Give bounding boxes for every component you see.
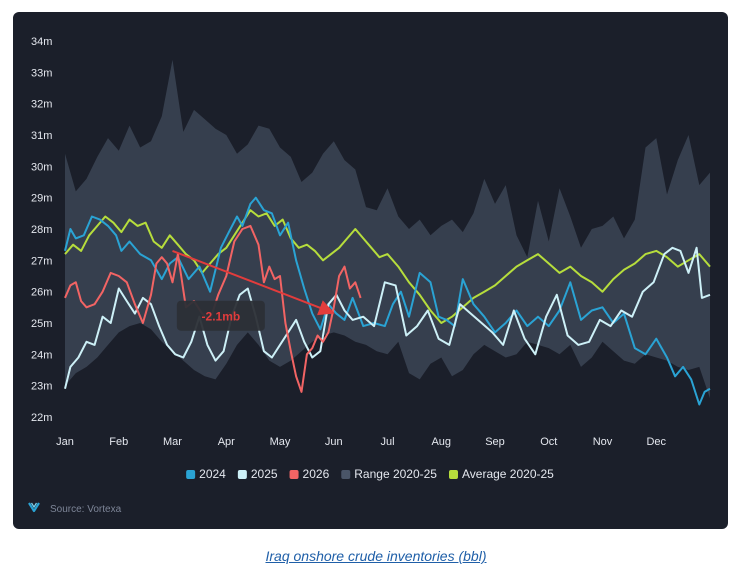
x-tick-label: Oct (540, 436, 557, 448)
series-line-average-2020-25 (64, 209, 711, 324)
legend-item-2026[interactable]: 2026 (289, 467, 330, 481)
y-tick-label: 23m (31, 381, 52, 393)
x-axis: Jan Feb Mar Apr May Jun Jul Aug Sep Oct Nov Dec (56, 436, 666, 448)
legend-item-range-2020-25[interactable]: Range 2020-25 (341, 467, 437, 481)
y-axis: 22m 23m 24m 25m 26m 27m 28m 29m 30m 31m 32m 33m 34m (31, 36, 52, 424)
lines-layer (64, 196, 711, 406)
annotation-box (176, 300, 265, 331)
source-note: Source: Vortexa (28, 502, 122, 515)
x-tick-label: Apr (218, 436, 235, 448)
y-tick-label: 34m (31, 36, 52, 48)
x-tick-label: Feb (109, 436, 128, 448)
series-line-2026 (64, 224, 362, 393)
source-text: Source: Vortexa (50, 504, 122, 515)
legend-item-average-2020-25[interactable]: Average 2020-25 (448, 467, 554, 481)
annotation-arrow (172, 250, 335, 316)
range-layer (65, 59, 710, 399)
chart-caption-link[interactable]: Iraq onshore crude inventories (bbl) (265, 548, 487, 564)
vortexa-logo-icon (28, 502, 40, 513)
legend-label: Average 2020-25 (462, 467, 554, 481)
annotation-layer: -2.1mb (172, 250, 335, 331)
x-tick-label: Jul (380, 436, 394, 448)
x-tick-label: Mar (163, 436, 182, 448)
y-tick-label: 29m (31, 193, 52, 205)
y-tick-label: 31m (31, 130, 52, 142)
legend-item-2024[interactable]: 2024 (186, 467, 226, 481)
y-tick-label: 32m (31, 99, 52, 111)
x-tick-label: May (270, 436, 291, 448)
y-tick-label: 27m (31, 255, 52, 267)
series-line-2024 (64, 196, 711, 406)
y-tick-label: 25m (31, 318, 52, 330)
x-tick-label: Jun (325, 436, 343, 448)
legend-swatch (186, 470, 196, 479)
legend: 2024 2025 2026 Range 2020-25 Average 2020-25 (186, 467, 554, 481)
range-band (65, 59, 710, 399)
legend-label: Range 2020-25 (354, 467, 437, 481)
x-tick-label: Dec (646, 436, 666, 448)
x-tick-label: Sep (485, 436, 505, 448)
legend-label: 2025 (251, 467, 278, 481)
legend-label: 2024 (199, 467, 226, 481)
x-tick-label: Nov (593, 436, 613, 448)
y-tick-label: 33m (31, 67, 52, 79)
legend-label: 2026 (303, 467, 330, 481)
y-tick-label: 28m (31, 224, 52, 236)
legend-swatch (448, 470, 458, 479)
x-tick-label: Aug (431, 436, 451, 448)
chart-card: 22m 23m 24m 25m 26m 27m 28m 29m 30m 31m 32m 33m 34m … (13, 12, 728, 529)
legend-item-2025[interactable]: 2025 (237, 467, 278, 481)
y-tick-label: 22m (31, 412, 52, 424)
y-tick-label: 26m (31, 287, 52, 299)
legend-swatch (341, 470, 351, 479)
series-line-2025 (64, 246, 711, 390)
x-tick-label: Jan (56, 436, 74, 448)
legend-swatch (289, 470, 299, 479)
line-chart: 22m23m24m25m26m27m28m29m30m31m32m33m34m … (28, 36, 711, 515)
y-tick-label: 30m (31, 161, 52, 173)
y-tick-label: 24m (31, 349, 52, 361)
legend-swatch (237, 470, 247, 479)
annotation-label: -2.1mb (202, 310, 241, 324)
